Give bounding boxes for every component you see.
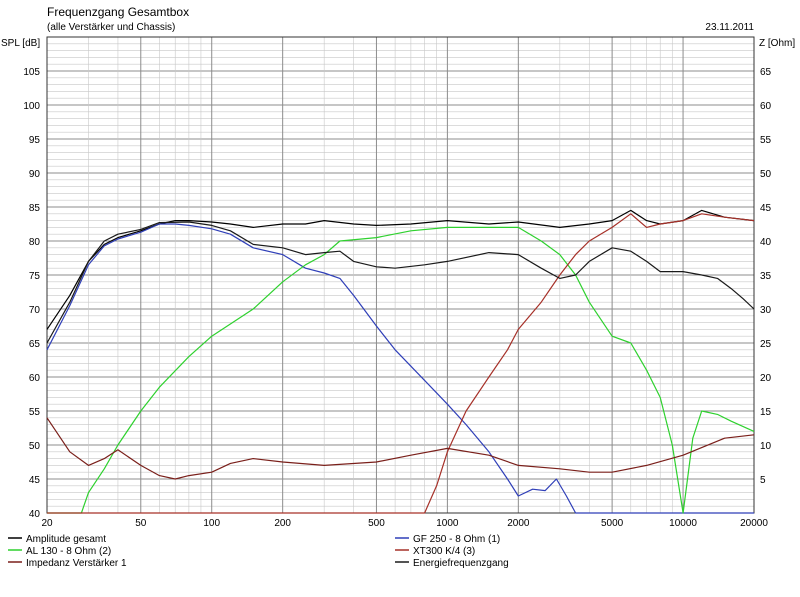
x-tick-label: 20000: [740, 518, 768, 529]
series-layer: [46, 209, 755, 514]
y-tick-label-left: 85: [29, 203, 41, 214]
y-tick-label-left: 40: [29, 509, 41, 520]
x-tick-label: 1000: [436, 518, 459, 529]
legend-entry-label: Impedanz Verstärker 1: [26, 558, 127, 569]
y-tick-label-right: 55: [760, 135, 772, 146]
y-tick-label-left: 65: [29, 339, 41, 350]
chart-date: 23.11.2011: [705, 22, 754, 33]
y-tick-label-left: 95: [29, 135, 41, 146]
legend-entry-label: Amplitude gesamt: [26, 534, 106, 545]
legend-entry-label: Energiefrequenzgang: [413, 558, 509, 569]
y-tick-label-left: 70: [29, 305, 41, 316]
y-tick-label-left: 50: [29, 441, 41, 452]
y-tick-label-left: 60: [29, 373, 41, 384]
y-tick-label-right: 60: [760, 101, 772, 112]
y-tick-label-left: 100: [23, 101, 40, 112]
x-tick-label: 500: [368, 518, 385, 529]
y-tick-label-left: 90: [29, 169, 41, 180]
y-tick-label-left: 105: [23, 67, 40, 78]
y-tick-label-right: 65: [760, 67, 772, 78]
legend-entry-label: GF 250 - 8 Ohm (1): [413, 534, 500, 545]
x-tick-label: 100: [203, 518, 220, 529]
y-tick-label-right: 45: [760, 203, 772, 214]
y-tick-label-right: 50: [760, 169, 772, 180]
series-line-energiefrequenzgang: [46, 221, 755, 344]
x-tick-label: 20: [41, 518, 53, 529]
chart-subtitle: (alle Verstärker und Chassis): [47, 22, 175, 33]
series-line-impedanz-verst-rker-1: [46, 417, 755, 480]
y-axis-left-label: SPL [dB]: [1, 38, 40, 49]
y-tick-label-left: 75: [29, 271, 41, 282]
y-tick-label-right: 10: [760, 441, 772, 452]
y-tick-label-right: 40: [760, 237, 772, 248]
series-line-al-130-8-ohm-2: [47, 226, 755, 514]
y-tick-label-right: 30: [760, 305, 772, 316]
y-tick-label-left: 45: [29, 475, 41, 486]
x-tick-label: 2000: [507, 518, 530, 529]
y-tick-label-left: 80: [29, 237, 41, 248]
legend: Amplitude gesamt GF 250 - 8 Ohm (1) AL 130…: [8, 534, 509, 569]
series-line-amplitude-gesamt: [46, 209, 755, 330]
y-tick-label-right: 5: [760, 475, 766, 486]
series-line-xt300-k-4-3: [47, 213, 755, 514]
x-tick-label: 10000: [669, 518, 697, 529]
y-tick-label-right: 35: [760, 271, 772, 282]
grid-layer: [46, 36, 755, 514]
y-tick-label-right: 20: [760, 373, 772, 384]
x-tick-label: 50: [135, 518, 147, 529]
y-tick-label-right: 25: [760, 339, 772, 350]
legend-entry-label: XT300 K/4 (3): [413, 546, 475, 557]
y-tick-label-right: 15: [760, 407, 772, 418]
y-tick-label-left: 55: [29, 407, 41, 418]
tick-labels: 20 50 100 200 500 1000 2000 5000 10000 20000 40 45 5…: [23, 67, 771, 529]
y-axis-right-label: Z [Ohm]: [759, 38, 795, 49]
x-tick-label: 200: [274, 518, 291, 529]
series-line-gf-250-8-ohm-1: [46, 223, 754, 514]
x-tick-label: 5000: [601, 518, 624, 529]
chart-title: Frequenzgang Gesamtbox: [47, 5, 189, 19]
legend-entry-label: AL 130 - 8 Ohm (2): [26, 546, 111, 557]
